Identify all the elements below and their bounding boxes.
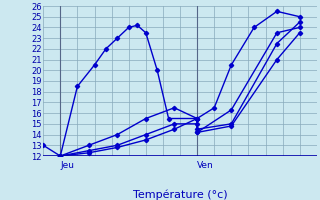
Text: Température (°c): Température (°c) bbox=[133, 189, 227, 200]
Text: Jeu: Jeu bbox=[60, 161, 74, 170]
Text: Ven: Ven bbox=[197, 161, 214, 170]
